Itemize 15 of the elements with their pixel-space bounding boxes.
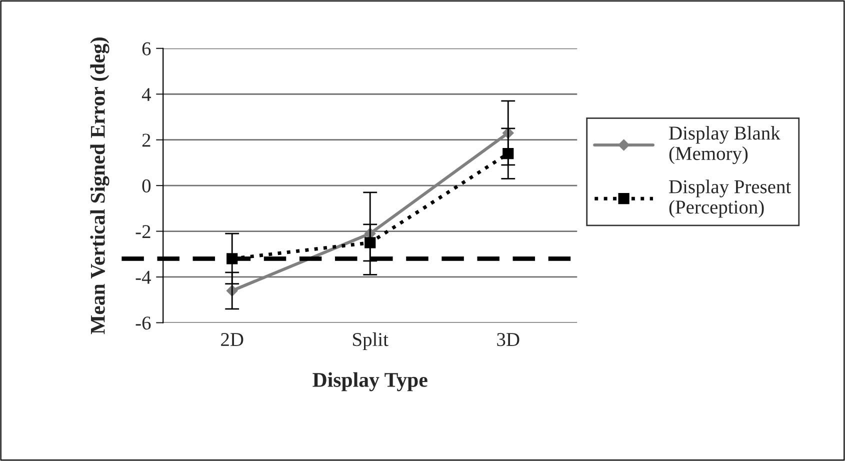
x-axis-title: Display Type — [312, 372, 428, 392]
point — [364, 237, 376, 248]
x-tick-label: 2D — [221, 333, 244, 346]
y-tick-label: 2 — [142, 134, 150, 147]
y-tick-label: -2 — [136, 225, 150, 238]
y-tick-label: -4 — [136, 270, 151, 284]
y-tick-label: 4 — [142, 88, 151, 101]
y-tick-label: -6 — [136, 316, 151, 330]
y-tick-label: 6 — [142, 42, 151, 56]
legend-label: Display Blank (Memory) — [669, 126, 780, 164]
y-axis-title: Mean Vertical Signed Error (deg) — [90, 38, 110, 334]
y-tick-label: 0 — [142, 179, 151, 192]
x-tick-label: 3D — [497, 333, 520, 346]
x-tick-label: Split — [353, 332, 388, 350]
legend-label: Display Present (Perception) — [669, 180, 791, 218]
